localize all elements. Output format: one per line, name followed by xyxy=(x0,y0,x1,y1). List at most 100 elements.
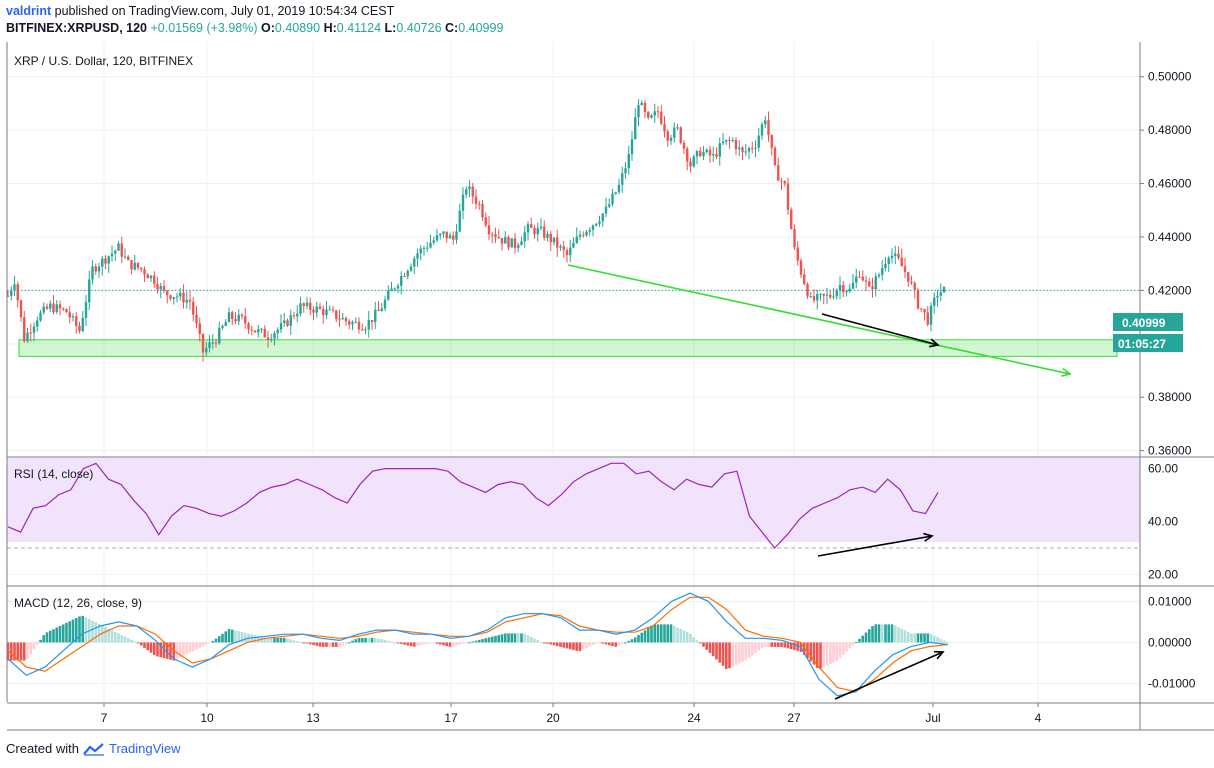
macd-histogram-bar xyxy=(728,642,731,669)
tradingview-brand[interactable]: TradingView xyxy=(108,741,181,756)
macd-histogram-bar xyxy=(942,640,946,643)
macd-histogram-bar xyxy=(669,624,673,643)
macd-histogram-bar xyxy=(165,642,169,659)
macd-histogram-bar xyxy=(234,630,237,643)
macd-histogram-bar xyxy=(877,624,881,643)
macd-histogram-bar xyxy=(666,624,670,643)
candle-body xyxy=(224,322,227,326)
candle-body xyxy=(591,225,595,230)
author-name[interactable]: valdrint xyxy=(6,4,52,18)
candle-body xyxy=(461,194,465,211)
macd-histogram-bar xyxy=(890,624,894,643)
candle-body xyxy=(364,329,367,331)
candle-body xyxy=(114,250,117,254)
macd-histogram-bar xyxy=(601,642,605,644)
candle-body xyxy=(361,329,364,331)
macd-histogram-bar xyxy=(838,642,842,658)
macd-histogram-bar xyxy=(542,642,546,644)
macd-histogram-bar xyxy=(55,627,59,643)
candle-body xyxy=(205,347,208,353)
candle-body xyxy=(916,289,920,309)
candle-body xyxy=(169,295,172,299)
macd-histogram-bar xyxy=(266,637,270,643)
candle-body xyxy=(192,301,195,315)
candle-body xyxy=(699,150,702,157)
price-tick-label: 0.42000 xyxy=(1148,283,1192,297)
macd-histogram-bar xyxy=(243,632,247,643)
candle-body xyxy=(585,231,588,236)
candle-body xyxy=(481,203,484,218)
macd-histogram-bar xyxy=(367,637,371,643)
price-divergence-arrow xyxy=(821,313,939,346)
candle-body xyxy=(286,320,289,326)
macd-histogram-bar xyxy=(880,624,884,643)
candle-body xyxy=(907,272,910,282)
candle-body xyxy=(861,276,864,281)
symbol-info: BITFINEX:XRPUSD, 120 +0.01569 (+3.98%) O… xyxy=(6,21,503,35)
candle-body xyxy=(770,134,773,148)
candle-body xyxy=(179,292,182,297)
candle-body xyxy=(832,296,835,298)
macd-histogram-bar xyxy=(253,635,257,643)
candle-body xyxy=(877,274,881,277)
candle-body xyxy=(101,258,104,267)
candle-body xyxy=(825,294,829,296)
candle-body xyxy=(23,317,26,342)
macd-histogram-bar xyxy=(152,642,156,656)
macd-histogram-bar xyxy=(58,625,62,643)
candle-body xyxy=(42,306,45,313)
candle-body xyxy=(279,323,283,330)
macd-histogram-bar xyxy=(487,637,491,643)
candle-body xyxy=(760,124,764,136)
macd-histogram-bar xyxy=(598,642,601,644)
macd-histogram-bar xyxy=(464,642,468,644)
candle-body xyxy=(679,127,682,143)
macd-histogram-bar xyxy=(747,642,751,658)
macd-histogram-bar xyxy=(555,642,559,647)
macd-histogram-bar xyxy=(559,642,562,647)
price-tick-label: 0.36000 xyxy=(1148,444,1192,458)
macd-histogram-bar xyxy=(708,642,712,654)
candle-body xyxy=(647,111,650,118)
macd-histogram-bar xyxy=(29,642,33,655)
macd-histogram-bar xyxy=(143,642,146,648)
macd-histogram-bar xyxy=(617,642,621,646)
macd-histogram-bar xyxy=(286,638,289,643)
macd-histogram-bar xyxy=(783,642,787,648)
candle-body xyxy=(640,102,643,106)
candle-body xyxy=(211,342,214,344)
macd-histogram-bar xyxy=(146,642,150,651)
candle-body xyxy=(500,238,504,244)
candle-body xyxy=(842,284,845,293)
time-tick-label: 7 xyxy=(101,711,108,725)
macd-histogram-bar xyxy=(26,642,29,659)
high-value: 0.41124 xyxy=(336,21,382,35)
candle-body xyxy=(588,229,591,232)
macd-histogram-bar xyxy=(646,627,650,643)
price-change: +0.01569 (+3.98%) xyxy=(150,21,258,35)
candle-body xyxy=(812,296,816,301)
macd-histogram-bar xyxy=(458,642,462,645)
candle-body xyxy=(682,142,686,149)
candle-body xyxy=(601,213,604,222)
candle-body xyxy=(71,316,75,318)
macd-histogram-bar xyxy=(182,642,185,656)
macd-histogram-bar xyxy=(45,632,49,643)
macd-histogram-bar xyxy=(214,638,218,643)
candle-body xyxy=(52,303,55,312)
candle-body xyxy=(725,139,728,142)
macd-histogram-bar xyxy=(61,624,65,643)
candle-body xyxy=(786,183,790,210)
candle-body xyxy=(686,148,689,162)
chart-area[interactable]: 0.50000 0.48000 0.46000 0.44000 0.42000 0.380… xyxy=(0,40,1214,732)
macd-histogram-bar xyxy=(416,642,419,646)
macd-histogram-bar xyxy=(643,630,647,643)
macd-histogram-bar xyxy=(211,640,215,643)
candle-body xyxy=(237,314,240,322)
candle-body xyxy=(728,139,731,141)
candle-body xyxy=(231,312,234,319)
macd-histogram-bar xyxy=(819,642,822,669)
candle-body xyxy=(374,309,377,323)
candle-body xyxy=(471,186,474,197)
candle-body xyxy=(455,231,458,240)
